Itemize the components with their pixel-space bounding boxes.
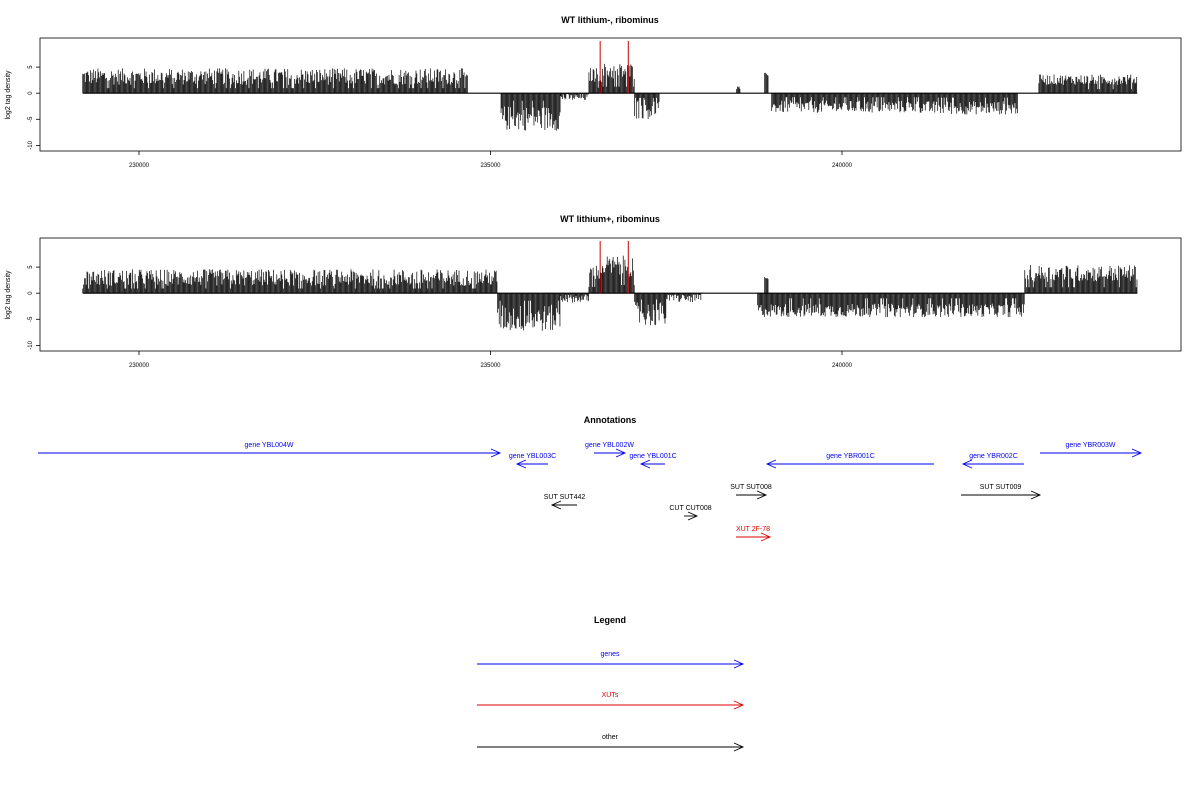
annotations-title: Annotations	[584, 415, 637, 425]
feature-label: gene YBL003C	[509, 453, 556, 460]
y-axis-ticks: -10 -5 0 5	[28, 265, 40, 350]
y-tick-label: -5	[28, 116, 34, 122]
feature-arrowhead	[490, 448, 502, 458]
x-tick-label: 240000	[832, 163, 853, 169]
y-axis-label: log2 tag density	[5, 70, 12, 120]
y-axis-label: log2 tag density	[5, 270, 12, 320]
plot-frame	[39, 37, 1182, 152]
legend-label: XUTs	[602, 692, 619, 699]
y-tick-label: -10	[28, 140, 34, 149]
y-tick-label: 5	[28, 265, 34, 269]
feature-label: gene YBL001C	[629, 453, 676, 460]
legend-entry: genes	[477, 651, 745, 669]
y-axis-ticks: -10 -5 0 5	[28, 65, 40, 150]
y-tick-label: -10	[28, 340, 34, 349]
panel-title: WT lithium+, ribominus	[560, 214, 660, 224]
coverage-panel-lithium-plus: WT lithium+, ribominus log2 tag density …	[5, 214, 1182, 369]
coverage-bars	[82, 255, 1138, 331]
coverage-bars	[82, 63, 1138, 131]
x-axis-ticks: 230000 235000 240000	[129, 151, 853, 169]
feature-label: gene YBR003W	[1065, 442, 1115, 449]
y-tick-label: 0	[28, 91, 34, 95]
annotation-feature: SUT SUT009	[961, 484, 1042, 500]
feature-label: gene YBL004W	[245, 442, 294, 449]
x-axis-ticks: 230000 235000 240000	[129, 351, 853, 369]
legend-entries: genes XUTs other	[477, 651, 745, 752]
feature-arrowhead	[639, 459, 651, 469]
feature-arrowhead	[733, 700, 745, 710]
y-tick-label: -5	[28, 316, 34, 322]
feature-arrowhead	[1030, 490, 1042, 500]
xut-markers	[599, 41, 629, 94]
y-tick-label: 5	[28, 65, 34, 69]
feature-arrowhead	[760, 532, 772, 542]
feature-arrowhead	[733, 742, 745, 752]
x-tick-label: 240000	[832, 363, 853, 369]
feature-arrowhead	[550, 500, 562, 510]
annotation-feature: gene YBL001C	[629, 453, 677, 469]
feature-label: XUT 2F-78	[736, 526, 770, 533]
annotation-feature: CUT CUT008	[669, 505, 712, 521]
annotation-feature: gene YBR003W	[1040, 442, 1143, 458]
annotation-feature: XUT 2F-78	[736, 526, 772, 542]
panel-title: WT lithium-, ribominus	[561, 15, 659, 25]
feature-label: CUT CUT008	[669, 505, 711, 512]
x-tick-label: 235000	[480, 363, 501, 369]
legend-entry: XUTs	[477, 692, 745, 710]
plot-frame	[39, 237, 1182, 352]
feature-label: gene YBR002C	[969, 453, 1018, 460]
annotation-feature: gene YBR002C	[961, 453, 1024, 469]
feature-arrowhead	[687, 511, 699, 521]
legend-label: genes	[600, 651, 620, 658]
feature-arrowhead	[615, 448, 627, 458]
y-tick-label: 0	[28, 291, 34, 295]
annotation-feature: gene YBR001C	[765, 453, 934, 469]
legend-entry: other	[477, 734, 745, 752]
feature-label: gene YBR001C	[826, 453, 875, 460]
x-tick-label: 230000	[129, 163, 150, 169]
annotation-features: gene YBL004W gene YBL003C gene YBL002W gene…	[38, 442, 1143, 542]
x-tick-label: 230000	[129, 363, 150, 369]
annotation-feature: gene YBL004W	[38, 442, 502, 458]
feature-arrowhead	[756, 490, 768, 500]
annotation-feature: gene YBL002W	[585, 442, 634, 458]
legend-title: Legend	[594, 615, 626, 625]
feature-arrowhead	[765, 459, 777, 469]
legend-label: other	[602, 734, 619, 741]
feature-label: gene YBL002W	[585, 442, 634, 449]
feature-label: SUT SUT442	[544, 494, 586, 501]
feature-label: SUT SUT008	[730, 484, 772, 491]
x-tick-label: 235000	[480, 163, 501, 169]
feature-arrowhead	[733, 659, 745, 669]
coverage-panel-lithium-minus: WT lithium-, ribominus log2 tag density …	[5, 15, 1182, 169]
xut-markers	[599, 241, 629, 294]
feature-arrowhead	[1131, 448, 1143, 458]
feature-arrowhead	[961, 459, 973, 469]
annotation-feature: SUT SUT442	[544, 494, 586, 510]
legend-panel: Legend genes XUTs other	[477, 615, 745, 752]
annotation-feature: gene YBL003C	[509, 453, 556, 469]
feature-label: SUT SUT009	[980, 484, 1022, 491]
annotation-feature: SUT SUT008	[730, 484, 772, 500]
feature-arrowhead	[515, 459, 527, 469]
